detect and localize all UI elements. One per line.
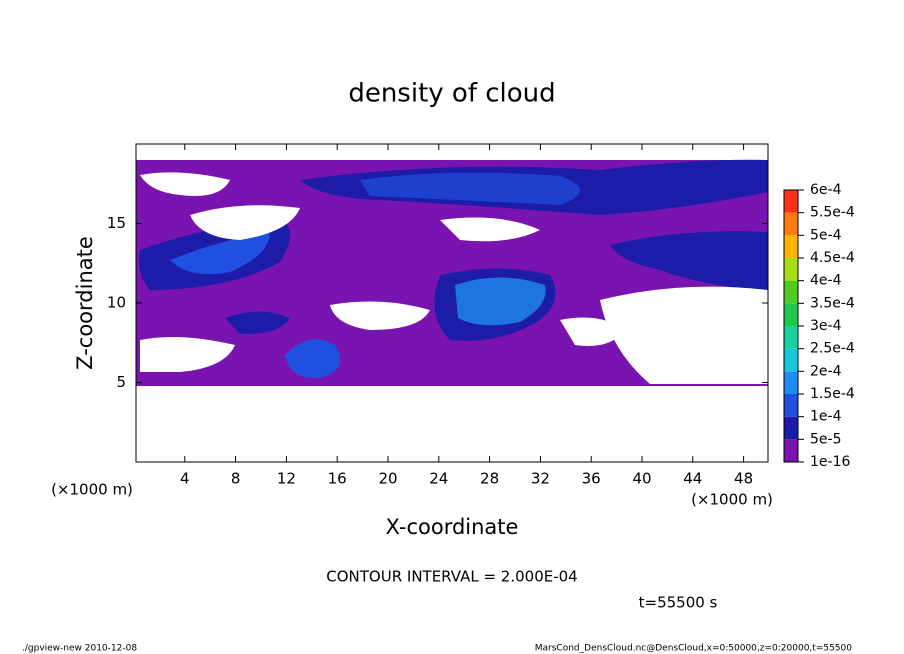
field-gap xyxy=(190,205,300,240)
x-tick-label: 8 xyxy=(231,470,241,488)
footer-right: MarsCond_DensCloud.nc@DensCloud,x=0:5000… xyxy=(535,644,852,654)
x-tick-label: 16 xyxy=(328,470,347,488)
field-region xyxy=(285,339,340,379)
colorbar-band xyxy=(784,371,798,394)
colorbar-band xyxy=(784,439,798,462)
chart-title: density of cloud xyxy=(348,79,555,109)
colorbar-band xyxy=(784,235,798,258)
colorbar-label: 2e-4 xyxy=(810,363,842,379)
colorbar-band xyxy=(784,416,798,440)
field-region xyxy=(610,231,768,292)
colorbar-label: 6e-4 xyxy=(810,182,842,198)
x-tick-label: 20 xyxy=(378,470,397,488)
colorbar-label: 1e-16 xyxy=(810,454,850,470)
field-gap xyxy=(140,172,230,196)
y-tick-label: 5 xyxy=(116,373,126,391)
x-tick-label: 48 xyxy=(734,470,753,488)
y-tick-label: 10 xyxy=(107,294,126,312)
field-region xyxy=(455,277,546,326)
x-tick-label: 28 xyxy=(480,470,499,488)
colorbar-band xyxy=(784,326,798,349)
colorbar-band xyxy=(784,348,798,372)
field-gap xyxy=(560,317,625,346)
field-gap xyxy=(330,301,430,330)
colorbar-band xyxy=(784,280,798,304)
x-tick-label: 40 xyxy=(632,470,651,488)
colorbar-label: 5e-4 xyxy=(810,227,842,243)
annotation: CONTOUR INTERVAL = 2.000E-04 xyxy=(326,568,577,586)
colorbar-label: 5e-5 xyxy=(810,431,841,447)
colorbar-label: 3e-4 xyxy=(810,318,842,334)
colorbar-band xyxy=(784,258,798,281)
colorbar-band xyxy=(784,212,798,236)
x-axis-title: X-coordinate xyxy=(386,515,519,539)
x-tick-label: 24 xyxy=(429,470,448,488)
colorbar-label: 3.5e-4 xyxy=(810,295,855,311)
colorbar-label: 2.5e-4 xyxy=(810,341,855,357)
field-region xyxy=(170,232,270,275)
colorbar-band xyxy=(784,190,798,213)
x-unit: (×1000 m) xyxy=(691,491,773,509)
y-tick-label: 15 xyxy=(107,214,126,232)
y-axis-title: Z-coordinate xyxy=(73,236,97,370)
field-gap xyxy=(440,217,540,242)
colorbar-band xyxy=(784,394,798,417)
colorbar-label: 4.5e-4 xyxy=(810,250,855,266)
x-tick-label: 32 xyxy=(531,470,550,488)
x-tick-label: 4 xyxy=(180,470,190,488)
x-unit: (×1000 m) xyxy=(51,481,133,499)
x-tick-label: 36 xyxy=(582,470,601,488)
footer-left: ./gpview-new 2010-12-08 xyxy=(22,644,137,654)
contour-field xyxy=(136,159,768,386)
colorbar-label: 1.5e-4 xyxy=(810,386,855,402)
colorbar-label: 4e-4 xyxy=(810,273,842,289)
colorbar-label: 5.5e-4 xyxy=(810,205,855,221)
x-tick-label: 12 xyxy=(277,470,296,488)
field-gap xyxy=(600,286,768,384)
colorbar-label: 1e-4 xyxy=(810,409,842,425)
colorbar-band xyxy=(784,303,798,326)
x-tick-label: 44 xyxy=(683,470,702,488)
field-region xyxy=(360,172,580,205)
field-gap xyxy=(140,336,235,372)
field-region xyxy=(225,311,290,335)
time-label: t=55500 s xyxy=(639,594,718,612)
